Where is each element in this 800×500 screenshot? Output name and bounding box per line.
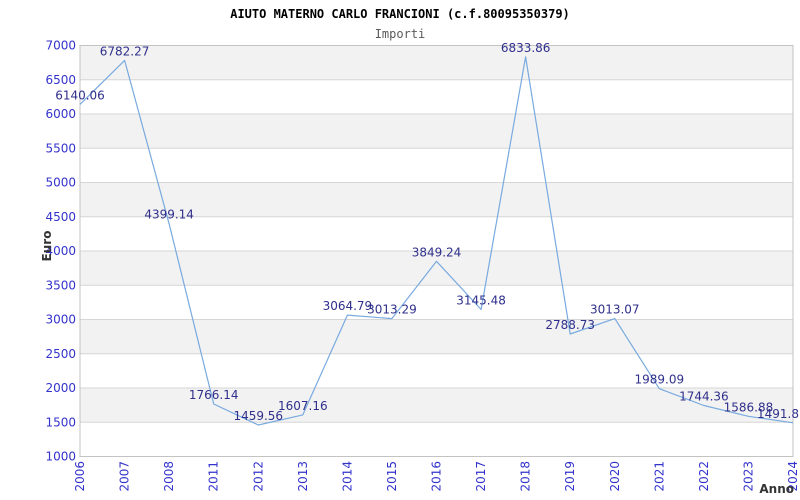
data-point-label: 1491.8: [757, 407, 799, 421]
data-point-label: 4399.14: [144, 208, 194, 222]
y-tick-label: 6500: [45, 73, 76, 87]
data-point-label: 1989.09: [635, 373, 685, 387]
y-axis-title: Euro: [40, 231, 54, 262]
plot-band: [80, 114, 793, 149]
plot-band: [80, 353, 793, 388]
data-point-label: 1766.14: [189, 388, 239, 402]
data-point-label: 1586.88: [724, 400, 774, 414]
data-line: [79, 56, 794, 426]
data-point-label: 6140.06: [55, 88, 105, 102]
y-tick-label: 4000: [45, 244, 76, 258]
x-tick-label: 2018: [519, 461, 533, 492]
data-point-label: 3849.24: [412, 245, 462, 259]
x-tick-label: 2016: [430, 461, 444, 492]
data-point-label: 6833.86: [501, 41, 551, 55]
data-point-label: 3013.29: [367, 303, 417, 317]
data-point-label: 2788.73: [545, 318, 595, 332]
x-axis-title: Anno: [759, 482, 794, 496]
x-tick-label: 2023: [741, 461, 755, 492]
plot-band: [80, 182, 793, 217]
y-tick-label: 1500: [45, 415, 76, 429]
y-tick-label: 5000: [45, 176, 76, 190]
plot-band: [80, 422, 793, 457]
y-tick-label: 4500: [45, 210, 76, 224]
y-tick-label: 6000: [45, 107, 76, 121]
x-tick-label: 2014: [340, 461, 354, 492]
x-tick-label: 2007: [118, 461, 132, 492]
x-tick-label: 2012: [251, 461, 265, 492]
plot-band: [80, 285, 793, 320]
plot-band: [80, 251, 793, 286]
x-tick-label: 2013: [296, 461, 310, 492]
plot-band: [80, 79, 793, 114]
x-tick-label: 2020: [608, 461, 622, 492]
x-tick-label: 2024: [786, 461, 800, 492]
x-tick-label: 2015: [385, 461, 399, 492]
y-tick-label: 2000: [45, 381, 76, 395]
y-tick-label: 3000: [45, 313, 76, 327]
data-point-label: 3145.48: [456, 294, 506, 308]
x-tick-label: 2006: [73, 461, 87, 492]
plot-border: [79, 45, 794, 457]
data-point-label: 3013.07: [590, 303, 640, 317]
x-tick-label: 2022: [697, 461, 711, 492]
plot-band: [80, 319, 793, 354]
data-point-label: 1607.16: [278, 399, 328, 413]
chart-title: AIUTO MATERNO CARLO FRANCIONI (c.f.80095…: [230, 7, 570, 21]
x-tick-label: 2011: [207, 461, 221, 492]
x-tick-label: 2019: [563, 461, 577, 492]
x-tick-label: 2008: [162, 461, 176, 492]
x-tick-label: 2021: [652, 461, 666, 492]
y-tick-label: 1000: [45, 450, 76, 464]
data-point-label: 1744.36: [679, 390, 729, 404]
chart-subtitle: Importi: [374, 27, 426, 41]
y-tick-label: 5500: [45, 141, 76, 155]
data-point-label: 3064.79: [323, 299, 373, 313]
y-tick-label: 7000: [45, 39, 76, 53]
plot-band: [80, 45, 793, 80]
y-tick-label: 3500: [45, 278, 76, 292]
y-tick-label: 2500: [45, 347, 76, 361]
data-point-label: 1459.56: [233, 409, 283, 423]
data-point-label: 6782.27: [100, 44, 150, 58]
plot-band: [80, 216, 793, 251]
plot-band: [80, 148, 793, 183]
x-tick-label: 2017: [474, 461, 488, 492]
